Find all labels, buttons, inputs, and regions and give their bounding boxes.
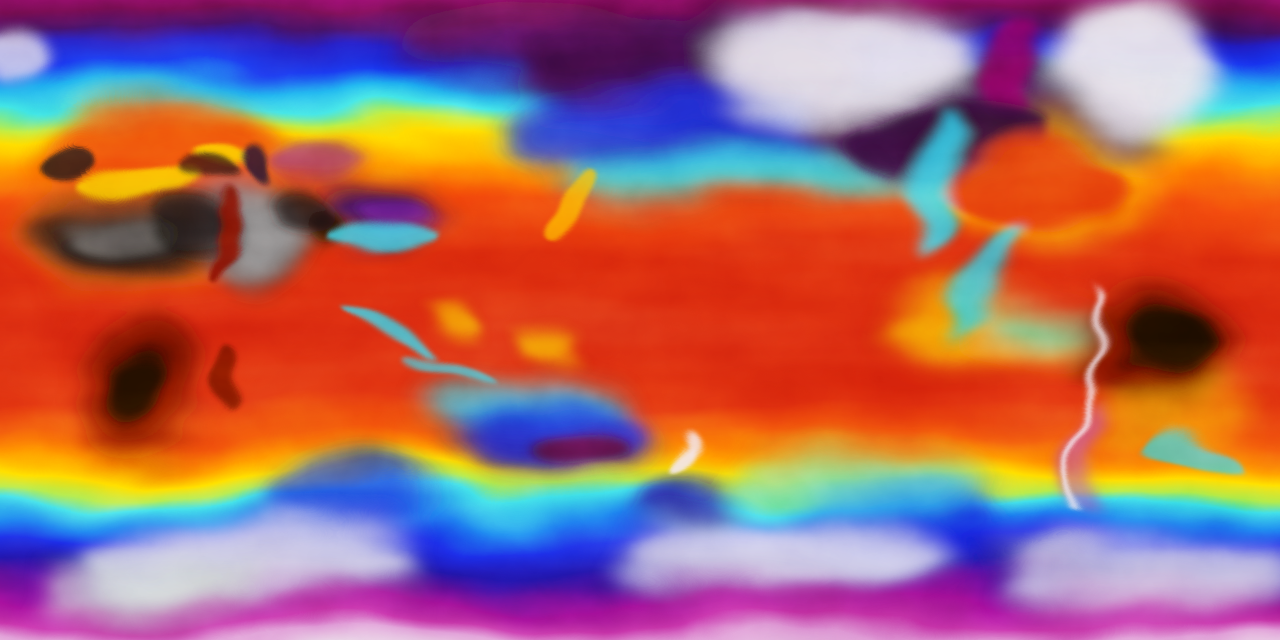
temperature-map-canvas: Global surface temperature heatmap: [0, 0, 1280, 640]
global-temperature-map: Global surface temperature heatmap: [0, 0, 1280, 640]
fine-mottle-texture: [0, 0, 1280, 640]
